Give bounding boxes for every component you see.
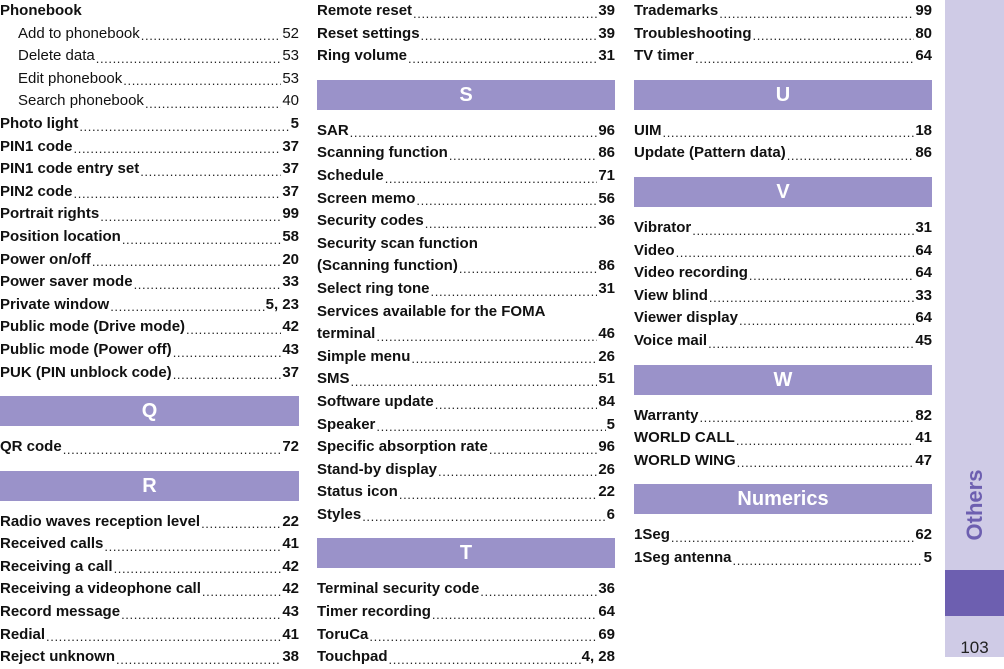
chapter-sidebar: Others	[945, 0, 1004, 657]
index-entry: (Scanning function)86	[317, 255, 615, 278]
section-header-w: W	[634, 364, 932, 395]
index-entry: View blind33	[634, 285, 932, 308]
index-entry: Stand-by display26	[317, 459, 615, 482]
index-entry: Receiving a call42	[0, 556, 299, 579]
index-entry: Speaker5	[317, 414, 615, 437]
index-entry: Delete data53	[0, 45, 299, 68]
index-entry: Redial41	[0, 624, 299, 647]
index-entry: Add to phonebook52	[0, 23, 299, 46]
index-entry: Touchpad4, 28	[317, 646, 615, 669]
index-entry: Received calls41	[0, 533, 299, 556]
index-entry: Screen memo56	[317, 188, 615, 211]
section-header-t: T	[317, 538, 615, 569]
section-header-numerics: Numerics	[634, 484, 932, 515]
index-entry: Public mode (Power off)43	[0, 339, 299, 362]
index-entry: Simple menu26	[317, 346, 615, 369]
index-column-2: Remote reset39 Reset settings39 Ring vol…	[317, 0, 615, 669]
index-entry: Radio waves reception level22	[0, 511, 299, 534]
index-entry: Status icon22	[317, 481, 615, 504]
index-entry: Remote reset39	[317, 0, 615, 23]
index-entry: Timer recording64	[317, 601, 615, 624]
index-entry: Public mode (Drive mode)42	[0, 316, 299, 339]
index-entry: terminal46	[317, 323, 615, 346]
index-entry: PIN1 code37	[0, 136, 299, 159]
index-column-1: Phonebook Add to phonebook52 Delete data…	[0, 0, 299, 669]
index-entry: Schedule71	[317, 165, 615, 188]
index-entry: Warranty82	[634, 405, 932, 428]
index-entry: Voice mail45	[634, 330, 932, 353]
index-entry: PIN1 code entry set37	[0, 158, 299, 181]
index-entry: SMS51	[317, 368, 615, 391]
section-header-v: V	[634, 176, 932, 207]
index-entry: Power on/off20	[0, 249, 299, 272]
index-entry: Record message43	[0, 601, 299, 624]
index-entry: Specific absorption rate96	[317, 436, 615, 459]
index-entry: Photo light5	[0, 113, 299, 136]
index-entry: Power saver mode33	[0, 271, 299, 294]
page-number: 103	[960, 638, 989, 657]
index-entry: Scanning function86	[317, 142, 615, 165]
section-header-r: R	[0, 470, 299, 501]
index-entry: PIN2 code37	[0, 181, 299, 204]
index-entry: TV timer64	[634, 45, 932, 68]
index-entry: 1Seg62	[634, 524, 932, 547]
index-entry: UIM18	[634, 120, 932, 143]
index-entry: Reset settings39	[317, 23, 615, 46]
index-entry: Ring volume31	[317, 45, 615, 68]
index-entry: Edit phonebook53	[0, 68, 299, 91]
index-entry: Styles6	[317, 504, 615, 527]
section-header-s: S	[317, 79, 615, 110]
index-entry: Search phonebook40	[0, 90, 299, 113]
index-entry: Reject unknown38	[0, 646, 299, 669]
index-entry: Video64	[634, 240, 932, 263]
chapter-tab	[945, 570, 1004, 616]
index-entry: WORLD CALL41	[634, 427, 932, 450]
index-entry: WORLD WING47	[634, 450, 932, 473]
index-entry: Portrait rights99	[0, 203, 299, 226]
index-entry: Terminal security code36	[317, 578, 615, 601]
index-entry: 1Seg antenna5	[634, 547, 932, 570]
index-heading-phonebook: Phonebook	[0, 2, 82, 19]
index-entry: Software update84	[317, 391, 615, 414]
index-entry-continued: Security scan function	[317, 234, 478, 252]
index-entry: SAR96	[317, 120, 615, 143]
index-entry: Vibrator31	[634, 217, 932, 240]
index-entry: Select ring tone31	[317, 278, 615, 301]
index-entry: Trademarks99	[634, 0, 932, 23]
index-entry: Troubleshooting80	[634, 23, 932, 46]
index-entry: Viewer display64	[634, 307, 932, 330]
index-entry: Position location58	[0, 226, 299, 249]
chapter-label: Others	[961, 469, 987, 541]
index-entry: PUK (PIN unblock code)37	[0, 362, 299, 385]
index-entry: Update (Pattern data)86	[634, 142, 932, 165]
section-header-q: Q	[0, 396, 299, 427]
index-entry: QR code72	[0, 436, 299, 459]
section-header-u: U	[634, 79, 932, 110]
index-entry: Security codes36	[317, 210, 615, 233]
index-entry-continued: Services available for the FOMA	[317, 302, 546, 320]
index-column-3: Trademarks99 Troubleshooting80 TV timer6…	[634, 0, 932, 570]
index-entry: Private window5, 23	[0, 294, 299, 317]
index-entry: Video recording64	[634, 262, 932, 285]
index-entry: ToruCa69	[317, 624, 615, 647]
index-entry: Receiving a videophone call42	[0, 578, 299, 601]
